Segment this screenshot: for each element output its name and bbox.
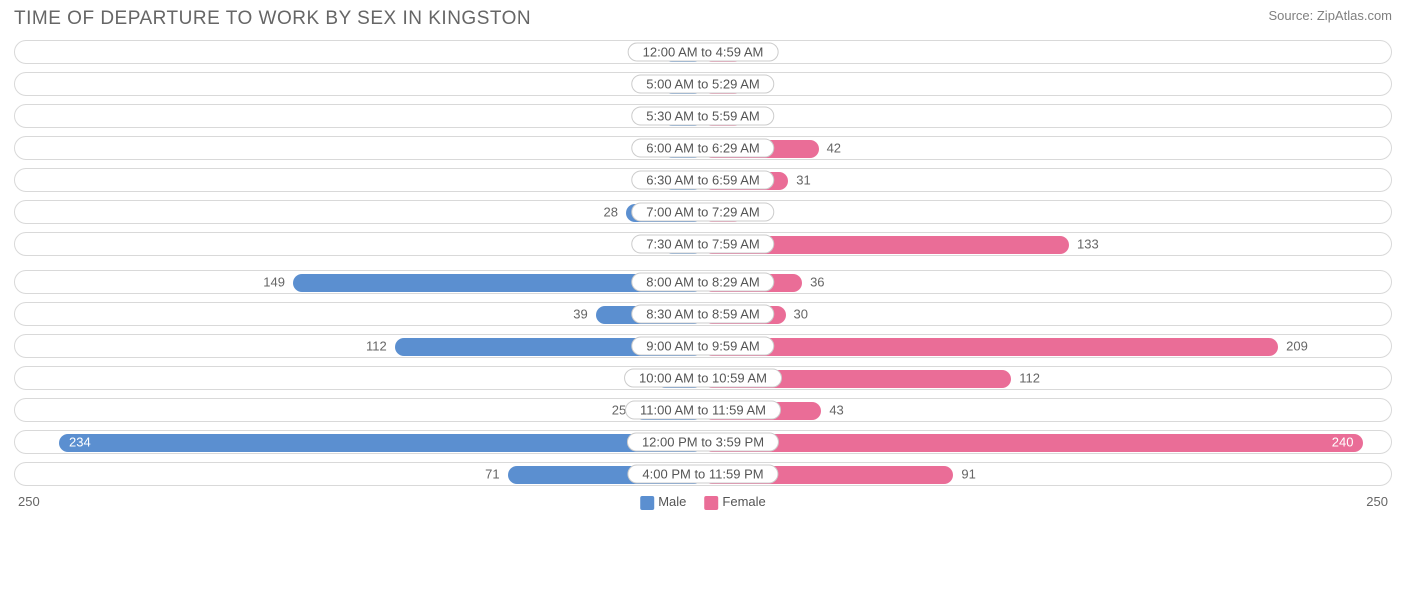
axis-max-right: 250: [1366, 494, 1388, 509]
male-value: 234: [69, 435, 91, 450]
legend: Male Female: [640, 494, 766, 510]
chart-row: 28 07:00 AM to 7:29 AM: [14, 200, 1392, 224]
male-value: 112: [366, 339, 387, 354]
chart-row: 71 91 4:00 PM to 11:59 PM: [14, 462, 1392, 486]
male-half: 0: [15, 105, 703, 127]
category-label: 6:30 AM to 6:59 AM: [631, 171, 774, 190]
category-label: 8:30 AM to 8:59 AM: [631, 305, 774, 324]
male-half: 28: [15, 201, 703, 223]
female-half: 0: [703, 105, 1391, 127]
female-value: 36: [810, 275, 824, 290]
female-value: 112: [1019, 371, 1040, 386]
male-half: 149: [15, 271, 703, 293]
male-half: 0: [15, 73, 703, 95]
diverging-bar-chart: 0012:00 AM to 4:59 AM005:00 AM to 5:29 A…: [14, 40, 1392, 486]
male-half: 0: [15, 169, 703, 191]
female-bar: [703, 434, 1363, 452]
chart-row: 25 43 11:00 AM to 11:59 AM: [14, 398, 1392, 422]
category-label: 8:00 AM to 8:29 AM: [631, 273, 774, 292]
female-value: 42: [827, 141, 841, 156]
female-value: 240: [1332, 435, 1354, 450]
female-half: 0: [703, 73, 1391, 95]
legend-swatch: [640, 496, 654, 510]
category-label: 9:00 AM to 9:59 AM: [631, 337, 774, 356]
female-value: 133: [1077, 237, 1099, 252]
male-value: 28: [603, 205, 617, 220]
category-label: 7:30 AM to 7:59 AM: [631, 235, 774, 254]
male-value: 149: [263, 275, 285, 290]
category-label: 12:00 PM to 3:59 PM: [627, 433, 779, 452]
female-half: 0: [703, 41, 1391, 63]
chart-row: 149 36 8:00 AM to 8:29 AM: [14, 270, 1392, 294]
legend-label: Female: [722, 494, 765, 509]
male-half: 39: [15, 303, 703, 325]
female-value: 43: [829, 403, 843, 418]
category-label: 12:00 AM to 4:59 AM: [628, 43, 779, 62]
male-half: 0: [15, 41, 703, 63]
female-half: 240: [703, 431, 1391, 453]
female-half: 91: [703, 463, 1391, 485]
female-half: 0: [703, 201, 1391, 223]
category-label: 6:00 AM to 6:29 AM: [631, 139, 774, 158]
category-label: 7:00 AM to 7:29 AM: [631, 203, 774, 222]
male-half: 71: [15, 463, 703, 485]
chart-title: TIME OF DEPARTURE TO WORK BY SEX IN KING…: [14, 8, 1392, 30]
female-half: 112: [703, 367, 1391, 389]
chart-row: 234 240 12:00 PM to 3:59 PM: [14, 430, 1392, 454]
chart-row: 112 209 9:00 AM to 9:59 AM: [14, 334, 1392, 358]
category-label: 5:30 AM to 5:59 AM: [631, 107, 774, 126]
source-attribution: Source: ZipAtlas.com: [1268, 8, 1392, 23]
female-half: 42: [703, 137, 1391, 159]
female-value: 91: [961, 467, 975, 482]
chart-row: 0 31 6:30 AM to 6:59 AM: [14, 168, 1392, 192]
axis-row: 250 Male Female 250: [14, 494, 1392, 514]
legend-label: Male: [658, 494, 686, 509]
chart-row: 0 42 6:00 AM to 6:29 AM: [14, 136, 1392, 160]
male-half: 25: [15, 399, 703, 421]
female-half: 31: [703, 169, 1391, 191]
female-half: 30: [703, 303, 1391, 325]
male-bar: [59, 434, 703, 452]
male-half: 112: [15, 335, 703, 357]
legend-item: Male: [640, 494, 686, 510]
male-half: 234: [15, 431, 703, 453]
legend-item: Female: [704, 494, 765, 510]
female-half: 133: [703, 233, 1391, 255]
female-half: 43: [703, 399, 1391, 421]
male-half: 8: [15, 233, 703, 255]
male-value: 71: [485, 467, 499, 482]
category-label: 10:00 AM to 10:59 AM: [624, 369, 782, 388]
male-value: 39: [573, 307, 587, 322]
chart-row: 17 112 10:00 AM to 10:59 AM: [14, 366, 1392, 390]
female-value: 30: [794, 307, 808, 322]
category-label: 5:00 AM to 5:29 AM: [631, 75, 774, 94]
axis-max-left: 250: [18, 494, 40, 509]
female-half: 36: [703, 271, 1391, 293]
category-label: 4:00 PM to 11:59 PM: [627, 465, 778, 484]
chart-row: 0012:00 AM to 4:59 AM: [14, 40, 1392, 64]
chart-row: 39 30 8:30 AM to 8:59 AM: [14, 302, 1392, 326]
chart-row: 005:30 AM to 5:59 AM: [14, 104, 1392, 128]
female-value: 31: [796, 173, 810, 188]
chart-row: 8 133 7:30 AM to 7:59 AM: [14, 232, 1392, 256]
male-half: 17: [15, 367, 703, 389]
female-bar: [703, 338, 1278, 356]
male-half: 0: [15, 137, 703, 159]
legend-swatch: [704, 496, 718, 510]
female-half: 209: [703, 335, 1391, 357]
female-value: 209: [1286, 339, 1308, 354]
chart-row: 005:00 AM to 5:29 AM: [14, 72, 1392, 96]
category-label: 11:00 AM to 11:59 AM: [625, 401, 781, 420]
